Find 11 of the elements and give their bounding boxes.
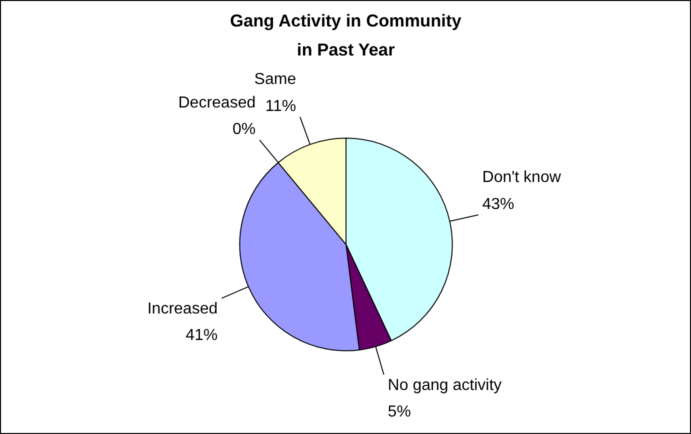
data-label: 41%	[186, 327, 218, 344]
chart-title: Gang Activity in Community in Past Year	[230, 10, 462, 60]
slice-label: Same	[254, 71, 296, 88]
data-label: 5%	[388, 403, 411, 420]
text: 0%	[232, 120, 256, 138]
slice-label: Don't know	[482, 169, 562, 186]
slice-label: No gang activity	[388, 376, 502, 394]
category-label: Decreased	[178, 94, 256, 112]
slice-label: Increased	[147, 300, 218, 318]
data-label: 11%	[265, 98, 296, 115]
data-label: 43%	[482, 196, 514, 213]
